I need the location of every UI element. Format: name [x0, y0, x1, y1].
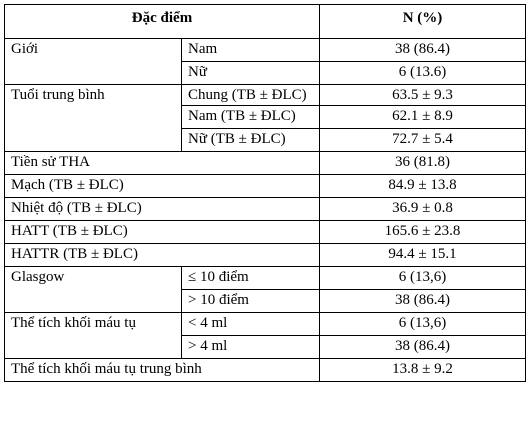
hematoma-mean-value: 13.8 ± 9.2 — [319, 358, 526, 382]
diastolic-label: HATTR (TB ± ĐLC) — [4, 243, 320, 267]
table-row: Thể tích khối máu tụ trung bình 13.8 ± 9… — [4, 358, 526, 382]
table-row: Giới Nam 38 (86.4) — [4, 38, 526, 85]
characteristics-table: Đặc điểm N (%) Giới Nam 38 (86.4) Nữ 6 (… — [4, 4, 526, 382]
hematoma-volume-low-value: 6 (13,6) — [319, 312, 526, 336]
diastolic-value: 94.4 ± 15.1 — [319, 243, 526, 267]
age-male-value: 62.1 ± 8.9 — [319, 105, 526, 129]
table-row: > 4 ml 38 (86.4) — [5, 335, 526, 359]
hypertension-history-label: Tiền sử THA — [4, 151, 320, 175]
temperature-label: Nhiệt độ (TB ± ĐLC) — [4, 197, 320, 221]
table-row: Nữ (TB ± ĐLC) 72.7 ± 5.4 — [5, 128, 526, 152]
hematoma-volume-high: > 4 ml — [181, 335, 320, 359]
table-row: Tiền sử THA 36 (81.8) — [4, 151, 526, 175]
table-row: Mạch (TB ± ĐLC) 84.9 ± 13.8 — [4, 174, 526, 198]
hematoma-volume-low: < 4 ml — [181, 312, 320, 336]
gender-female: Nữ — [181, 61, 320, 85]
glasgow-low: ≤ 10 điểm — [181, 266, 320, 290]
hypertension-history-value: 36 (81.8) — [319, 151, 526, 175]
glasgow-low-value: 6 (13,6) — [319, 266, 526, 290]
age-female: Nữ (TB ± ĐLC) — [181, 128, 320, 152]
age-label: Tuổi trung bình — [4, 84, 182, 152]
hematoma-volume-label: Thể tích khối máu tụ — [4, 312, 182, 359]
age-general: Chung (TB ± ĐLC) — [181, 84, 320, 106]
gender-male: Nam — [181, 38, 320, 62]
gender-male-value: 38 (86.4) — [319, 38, 526, 62]
table-row: Tuổi trung bình Chung (TB ± ĐLC) 63.5 ± … — [4, 84, 526, 152]
table-header-row: Đặc điểm N (%) — [4, 4, 526, 39]
table-row: Nhiệt độ (TB ± ĐLC) 36.9 ± 0.8 — [4, 197, 526, 221]
systolic-value: 165.6 ± 23.8 — [319, 220, 526, 244]
header-value: N (%) — [319, 4, 526, 39]
table-row: Nam (TB ± ĐLC) 62.1 ± 8.9 — [5, 105, 526, 129]
table-row: HATTR (TB ± ĐLC) 94.4 ± 15.1 — [4, 243, 526, 267]
systolic-label: HATT (TB ± ĐLC) — [4, 220, 320, 244]
table-row: Glasgow ≤ 10 điểm 6 (13,6) — [4, 266, 526, 313]
header-feature: Đặc điểm — [4, 4, 320, 39]
table-row: HATT (TB ± ĐLC) 165.6 ± 23.8 — [4, 220, 526, 244]
glasgow-high-value: 38 (86.4) — [319, 289, 526, 313]
age-general-value: 63.5 ± 9.3 — [319, 84, 526, 106]
glasgow-high: > 10 điểm — [181, 289, 320, 313]
pulse-label: Mạch (TB ± ĐLC) — [4, 174, 320, 198]
hematoma-volume-high-value: 38 (86.4) — [319, 335, 526, 359]
gender-female-value: 6 (13.6) — [319, 61, 526, 85]
table-row: Nữ 6 (13.6) — [5, 61, 526, 85]
age-male: Nam (TB ± ĐLC) — [181, 105, 320, 129]
gender-label: Giới — [4, 38, 182, 85]
age-female-value: 72.7 ± 5.4 — [319, 128, 526, 152]
table-row: Thể tích khối máu tụ < 4 ml 6 (13,6) — [4, 312, 526, 359]
table-row: > 10 điểm 38 (86.4) — [5, 289, 526, 313]
pulse-value: 84.9 ± 13.8 — [319, 174, 526, 198]
temperature-value: 36.9 ± 0.8 — [319, 197, 526, 221]
glasgow-label: Glasgow — [4, 266, 182, 313]
hematoma-mean-label: Thể tích khối máu tụ trung bình — [4, 358, 320, 382]
